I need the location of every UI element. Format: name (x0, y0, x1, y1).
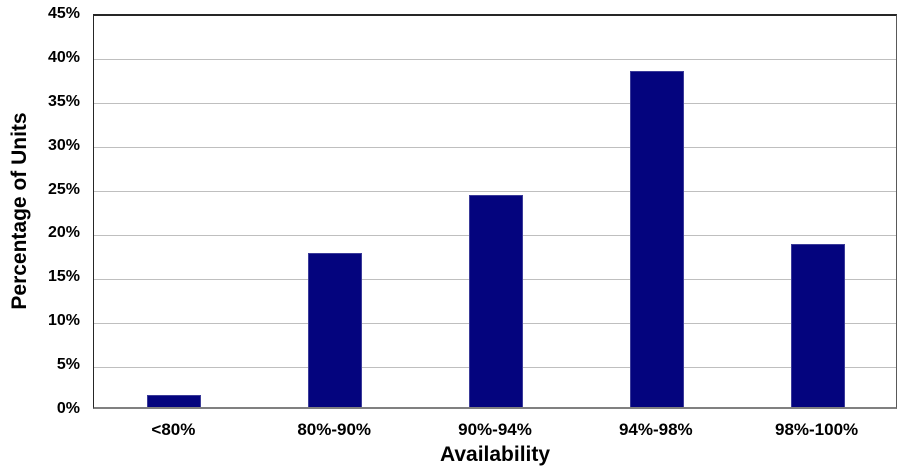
x-category-label-<80%: <80% (151, 420, 196, 439)
y-tick-label-5%: 5% (56, 356, 80, 374)
y-tick-label-35%: 35% (47, 92, 80, 110)
bar-<80% (147, 394, 202, 407)
y-tick-label-0%: 0% (56, 400, 80, 417)
x-category-label-98%-100%: 98%-100% (775, 420, 859, 439)
y-tick-label-10%: 10% (47, 312, 80, 330)
bar-98%-100% (790, 243, 845, 407)
plot-area (93, 14, 897, 409)
gridline-30 (94, 147, 896, 149)
x-axis-title: Availability (439, 443, 551, 466)
bar-94%-98% (629, 70, 684, 407)
bar-90%-94% (469, 194, 523, 407)
y-tick-label-45%: 45% (47, 5, 80, 22)
gridline-40 (94, 59, 896, 61)
x-category-label-80%-90%: 80%-90% (297, 420, 372, 439)
x-category-label-90%-94%: 90%-94% (458, 420, 532, 439)
y-tick-label-40%: 40% (47, 48, 80, 66)
y-tick-label-20%: 20% (47, 224, 80, 242)
y-tick-label-25%: 25% (47, 180, 80, 198)
x-category-label-94%-98%: 94%-98% (618, 420, 693, 439)
gridline-25 (94, 191, 896, 193)
y-tick-label-30%: 30% (47, 136, 80, 154)
gridline-35 (94, 103, 896, 105)
bar-80%-90% (308, 253, 363, 407)
y-tick-label-15%: 15% (47, 268, 80, 286)
